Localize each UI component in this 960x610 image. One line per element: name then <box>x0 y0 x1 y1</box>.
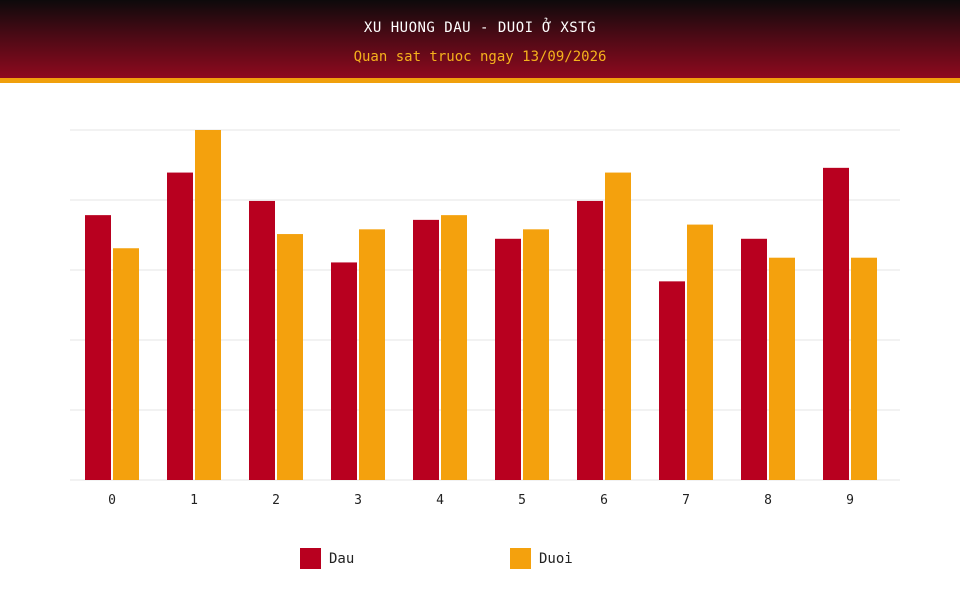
bar-dau-2[interactable] <box>249 200 275 480</box>
bar-duoi-2[interactable] <box>277 234 303 480</box>
bar-duoi-8[interactable] <box>769 257 795 480</box>
x-tick-label: 3 <box>354 493 362 508</box>
legend-item-duoi[interactable]: Duoi <box>510 548 573 569</box>
x-tick-label: 9 <box>846 493 854 508</box>
x-tick-label: 0 <box>108 493 116 508</box>
legend-label-dau: Dau <box>329 550 355 567</box>
bar-duoi-1[interactable] <box>195 130 221 480</box>
bar-duoi-5[interactable] <box>523 229 549 480</box>
legend-swatch-dau <box>300 548 321 569</box>
chart-legend: Dau Duoi <box>0 548 960 574</box>
bar-dau-0[interactable] <box>85 215 111 480</box>
bar-dau-4[interactable] <box>413 219 439 480</box>
legend-label-duoi: Duoi <box>539 550 573 567</box>
bar-dau-9[interactable] <box>823 167 849 481</box>
bar-dau-3[interactable] <box>331 262 357 480</box>
x-tick-label: 1 <box>190 493 198 508</box>
chart-header: XU HUONG DAU - DUOI Ở XSTG Quan sat truo… <box>0 0 960 83</box>
bar-dau-5[interactable] <box>495 238 521 480</box>
bar-dau-6[interactable] <box>577 200 603 480</box>
x-tick-label: 5 <box>518 493 526 508</box>
legend-item-dau[interactable]: Dau <box>300 548 354 569</box>
x-tick-label: 6 <box>600 493 608 508</box>
chart-title: XU HUONG DAU - DUOI Ở XSTG <box>363 20 597 36</box>
x-tick-label: 4 <box>436 493 444 508</box>
bar-duoi-9[interactable] <box>851 257 877 480</box>
bar-duoi-6[interactable] <box>605 172 631 480</box>
bar-duoi-3[interactable] <box>359 229 385 480</box>
x-tick-label: 2 <box>272 493 280 508</box>
bar-dau-7[interactable] <box>659 281 685 480</box>
legend-swatch-duoi <box>510 548 531 569</box>
x-tick-label: 7 <box>682 493 690 508</box>
x-tick-label: 8 <box>764 493 772 508</box>
bar-duoi-7[interactable] <box>687 224 713 480</box>
bar-duoi-4[interactable] <box>441 215 467 480</box>
bar-dau-1[interactable] <box>167 172 193 480</box>
bar-dau-8[interactable] <box>741 238 767 480</box>
chart-subtitle: Quan sat truoc ngay 13/09/2026 <box>353 49 607 65</box>
bar-duoi-0[interactable] <box>113 248 139 480</box>
